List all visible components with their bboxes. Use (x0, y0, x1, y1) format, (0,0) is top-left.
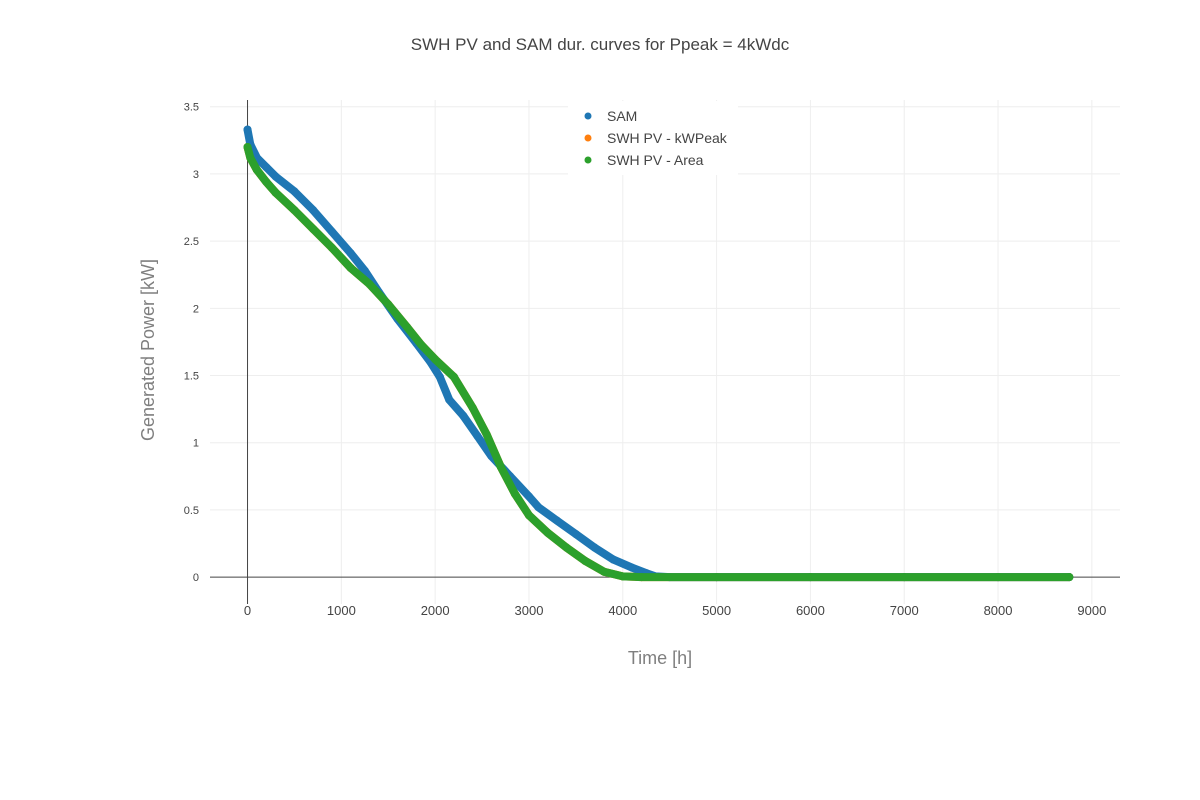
x-axis-title: Time [h] (628, 648, 692, 668)
data-point (346, 264, 355, 272)
data-point (806, 573, 815, 582)
data-point (449, 372, 458, 381)
data-point (534, 503, 543, 512)
data-point (252, 165, 261, 174)
data-point (553, 516, 562, 525)
data-point (346, 249, 355, 258)
data-point (524, 492, 533, 501)
legend-marker (584, 134, 592, 142)
chart-title: SWH PV and SAM dur. curves for Ppeak = 4… (411, 35, 790, 54)
legend-marker (584, 112, 592, 120)
data-point (543, 528, 552, 537)
x-tick-label: 8000 (984, 603, 1013, 618)
y-tick-label: 0 (193, 572, 199, 584)
grid-layer (210, 100, 1120, 604)
legend: SAM SWH PV - kWPeak SWH PV - Area (568, 101, 738, 175)
axis-layer: 0 1000 2000 3000 4000 5000 6000 7000 8000 9000 0 0.… (184, 100, 1120, 618)
data-point (510, 489, 519, 498)
data-point (459, 411, 468, 420)
series-layer (243, 125, 1074, 582)
data-point (246, 153, 255, 162)
legend-label: SAM (607, 108, 637, 124)
series-1 (243, 143, 1074, 582)
data-point (468, 403, 477, 412)
x-tick-label: 4000 (608, 603, 637, 618)
y-tick-label: 2.5 (184, 236, 199, 248)
data-point (360, 266, 369, 275)
data-point (628, 563, 637, 572)
data-point (384, 300, 393, 309)
data-point (435, 372, 444, 381)
data-point (262, 177, 271, 186)
data-point (562, 543, 571, 552)
x-tick-label: 7000 (890, 603, 919, 618)
data-point (290, 206, 299, 215)
data-point (327, 243, 336, 252)
data-point (271, 172, 280, 181)
data-point (712, 573, 721, 582)
x-tick-label: 9000 (1077, 603, 1106, 618)
x-tick-label: 6000 (796, 603, 825, 618)
data-point (590, 543, 599, 552)
data-point (609, 555, 618, 564)
x-tick-label: 2000 (421, 603, 450, 618)
data-point (496, 462, 505, 471)
data-point (994, 573, 1003, 582)
data-point (618, 572, 627, 581)
data-point (571, 530, 580, 539)
data-point (309, 225, 318, 234)
x-tick-label: 3000 (515, 603, 544, 618)
data-point (900, 573, 909, 582)
x-tick-label: 0 (244, 603, 251, 618)
data-point (327, 227, 336, 236)
series-trace (243, 143, 1074, 582)
data-point (482, 430, 491, 439)
legend-marker (584, 156, 592, 164)
data-point (431, 355, 440, 364)
y-tick-label: 3.5 (184, 102, 199, 114)
series-2 (243, 143, 1074, 582)
y-tick-label: 1.5 (184, 371, 199, 383)
legend-label: SWH PV - Area (607, 152, 704, 168)
series-trace (243, 143, 1074, 582)
y-tick-label: 0.5 (184, 505, 199, 517)
series-0 (243, 125, 1074, 582)
data-point (262, 163, 271, 172)
data-point (445, 395, 454, 404)
data-point (271, 188, 280, 197)
data-point (637, 573, 646, 582)
data-point (243, 125, 252, 134)
data-point (1065, 573, 1074, 582)
y-tick-label: 1 (193, 438, 199, 450)
data-point (600, 567, 609, 576)
data-point (403, 323, 412, 332)
data-point (290, 187, 299, 196)
x-tick-label: 1000 (327, 603, 356, 618)
data-point (473, 432, 482, 440)
x-tick-label: 5000 (702, 603, 731, 618)
data-point (417, 340, 426, 349)
data-point (365, 280, 374, 289)
data-point (581, 556, 590, 565)
legend-background (568, 101, 738, 175)
y-axis-title: Generated Power [kW] (138, 259, 158, 441)
y-tick-label: 3 (193, 169, 199, 181)
data-point (243, 143, 252, 152)
y-tick-label: 2 (193, 303, 199, 315)
legend-label: SWH PV - kWPeak (607, 130, 728, 146)
data-point (309, 206, 318, 215)
data-point (524, 511, 533, 520)
